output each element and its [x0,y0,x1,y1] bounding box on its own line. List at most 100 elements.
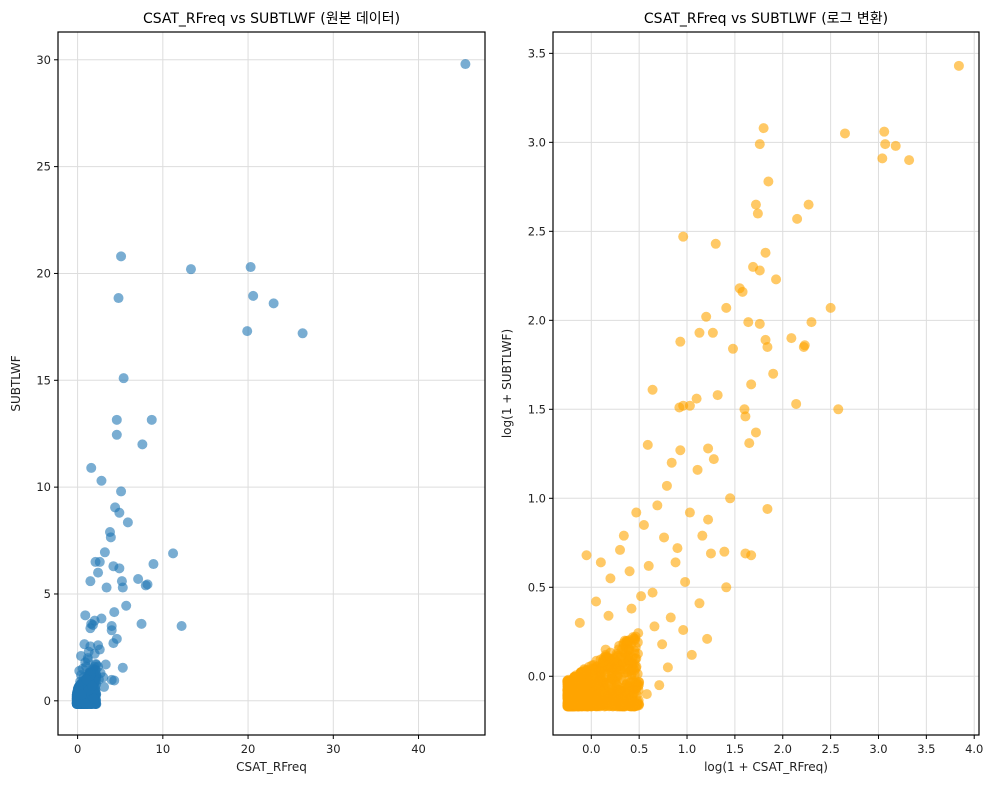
data-point [631,507,642,518]
data-point [725,493,736,504]
scatter-points [562,60,964,712]
data-point [727,343,738,354]
data-point [81,674,92,685]
data-point [562,685,573,696]
data-point [890,140,901,151]
data-point [798,342,809,353]
y-axis-label: log(1 + SUBTLWF) [500,329,514,438]
data-point [93,567,104,578]
x-axis-label: CSAT_RFreq [236,760,307,774]
data-point [580,699,591,710]
data-point [121,600,132,611]
data-point [737,286,748,297]
data-point [880,139,891,150]
data-point [101,582,112,593]
data-point [117,582,128,593]
data-point [114,507,125,518]
data-point [661,480,672,491]
data-point [879,126,890,137]
data-point [615,544,626,555]
y-tick-label: 2.0 [528,313,546,327]
data-point [100,659,111,670]
data-point [754,318,765,329]
chart-2: 0.0 0.5 1.0 1.5 2.0 2.5 3.0 3.5 4.0 0.0 0.5 1.0 1.5 2… [500,11,983,774]
data-point [109,607,120,618]
data-point [636,591,647,602]
chart-title: CSAT_RFreq vs SUBTLWF (원본 데이터) [143,11,400,27]
data-point [691,393,702,404]
data-point [76,650,87,661]
data-point [631,653,642,664]
data-point [611,693,622,704]
data-point [148,559,159,570]
y-axis-label: SUBTLWF [9,355,23,411]
data-point [877,153,888,164]
data-point [692,464,703,475]
data-point [694,598,705,609]
data-point [245,262,256,273]
data-point [114,563,125,574]
data-point [791,398,802,409]
data-point [588,664,599,675]
data-point [600,644,611,655]
data-point [106,674,117,685]
data-point [702,633,713,644]
y-tick-label: 5 [44,587,51,601]
y-tick-label: 3.0 [528,135,546,149]
data-point [117,662,128,673]
y-tick-label: 2.5 [528,224,546,238]
data-point [675,336,686,347]
y-tick-label: 1.0 [528,491,546,505]
data-point [760,247,771,258]
data-point [647,587,658,598]
y-tick-label: 3.5 [528,46,546,60]
data-point [670,557,681,568]
data-point [611,680,622,691]
data-point [833,404,844,415]
y-tick-label: 0 [44,694,51,708]
data-point [185,264,196,275]
data-point [638,519,649,530]
data-point [596,686,607,697]
y-tick-label: 25 [36,160,51,174]
data-point [719,546,730,557]
data-point [136,618,147,629]
x-tick-label: 40 [411,742,426,756]
data-point [619,635,630,646]
data-point [589,696,600,707]
data-point [571,670,582,681]
data-point [87,680,98,691]
y-tick-label: 15 [36,373,51,387]
x-tick-label: 3.0 [869,742,887,756]
data-point [79,639,90,650]
data-point [758,123,769,134]
data-point [626,603,637,614]
data-point [619,664,630,675]
data-point [111,414,122,425]
data-point [105,532,116,543]
data-point [740,411,751,422]
data-point [116,486,127,497]
x-tick-label: 0.0 [582,742,600,756]
data-point [665,612,676,623]
data-point [701,311,712,322]
data-point [79,697,90,708]
data-point [248,290,259,301]
data-point [721,582,732,593]
data-point [605,573,616,584]
data-point [617,643,628,654]
data-point [630,633,641,644]
data-point [137,439,148,450]
data-point [750,199,761,210]
data-point [744,438,755,449]
data-point [786,333,797,344]
data-point [603,610,614,621]
data-point [743,317,754,328]
data-point [652,500,663,511]
x-tick-label: 3.5 [917,742,935,756]
data-point [649,621,660,632]
data-point [752,208,763,219]
data-point [630,663,641,674]
scatter-points [71,59,471,710]
